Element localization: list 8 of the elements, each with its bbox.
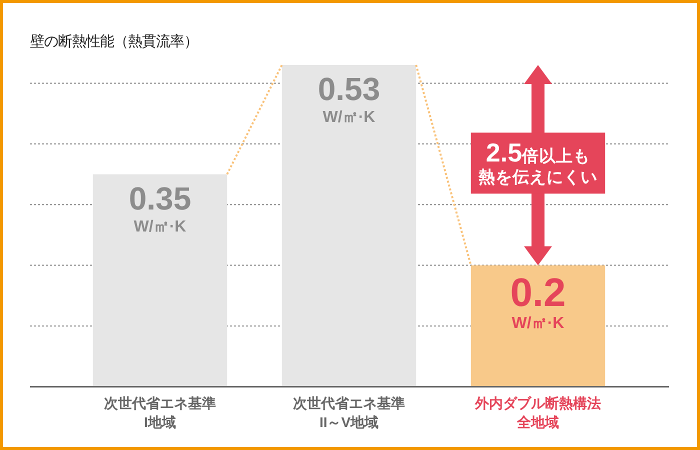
data-label: 0.53 W/㎡·K — [318, 71, 380, 126]
annotation: 2.5倍以上も熱を伝えにくい — [478, 138, 598, 187]
data-label: 0.2 W/㎡·K — [510, 271, 566, 332]
x-tick-label: 次世代省エネ基準II～V地域 — [293, 395, 405, 430]
data-label: 0.35 W/㎡·K — [128, 180, 192, 236]
x-tick-label: 外内ダブル断熱構法全地域 — [474, 395, 601, 430]
chart-title: 壁の断熱性能（熱貫流率） — [30, 34, 198, 50]
x-tick-label: 次世代省エネ基準I地域 — [104, 395, 216, 430]
